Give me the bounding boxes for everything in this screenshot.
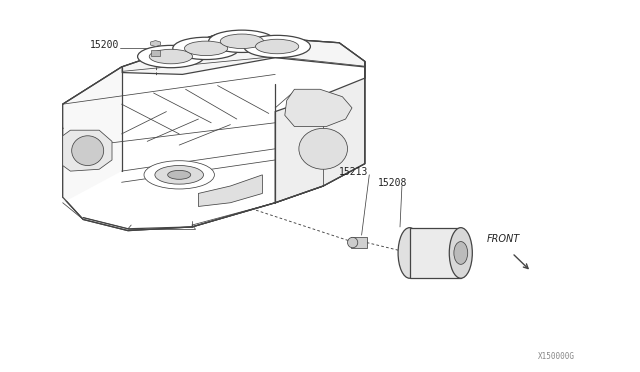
Ellipse shape: [244, 35, 310, 58]
Ellipse shape: [144, 161, 214, 189]
Ellipse shape: [155, 166, 204, 184]
Ellipse shape: [299, 128, 348, 169]
Ellipse shape: [173, 37, 239, 60]
Ellipse shape: [138, 45, 204, 68]
Polygon shape: [285, 89, 352, 126]
Text: 15200: 15200: [90, 40, 119, 50]
Ellipse shape: [149, 49, 193, 64]
Polygon shape: [410, 228, 461, 278]
Polygon shape: [351, 237, 367, 248]
Text: 15208: 15208: [378, 178, 407, 188]
Polygon shape: [122, 34, 365, 74]
Ellipse shape: [184, 41, 228, 55]
Ellipse shape: [168, 170, 191, 179]
Polygon shape: [150, 41, 161, 46]
Text: FRONT: FRONT: [486, 234, 520, 244]
Polygon shape: [63, 67, 122, 203]
Ellipse shape: [348, 237, 358, 248]
Ellipse shape: [454, 241, 468, 264]
Ellipse shape: [72, 136, 104, 166]
Polygon shape: [63, 34, 365, 231]
Ellipse shape: [449, 228, 472, 278]
Ellipse shape: [220, 34, 264, 48]
Ellipse shape: [209, 30, 275, 52]
Polygon shape: [198, 175, 262, 206]
Text: X150000G: X150000G: [538, 352, 575, 361]
Text: 15213: 15213: [339, 167, 369, 177]
Polygon shape: [275, 61, 365, 203]
Polygon shape: [151, 50, 160, 56]
Ellipse shape: [255, 39, 299, 54]
Ellipse shape: [398, 228, 421, 278]
Polygon shape: [63, 130, 112, 171]
